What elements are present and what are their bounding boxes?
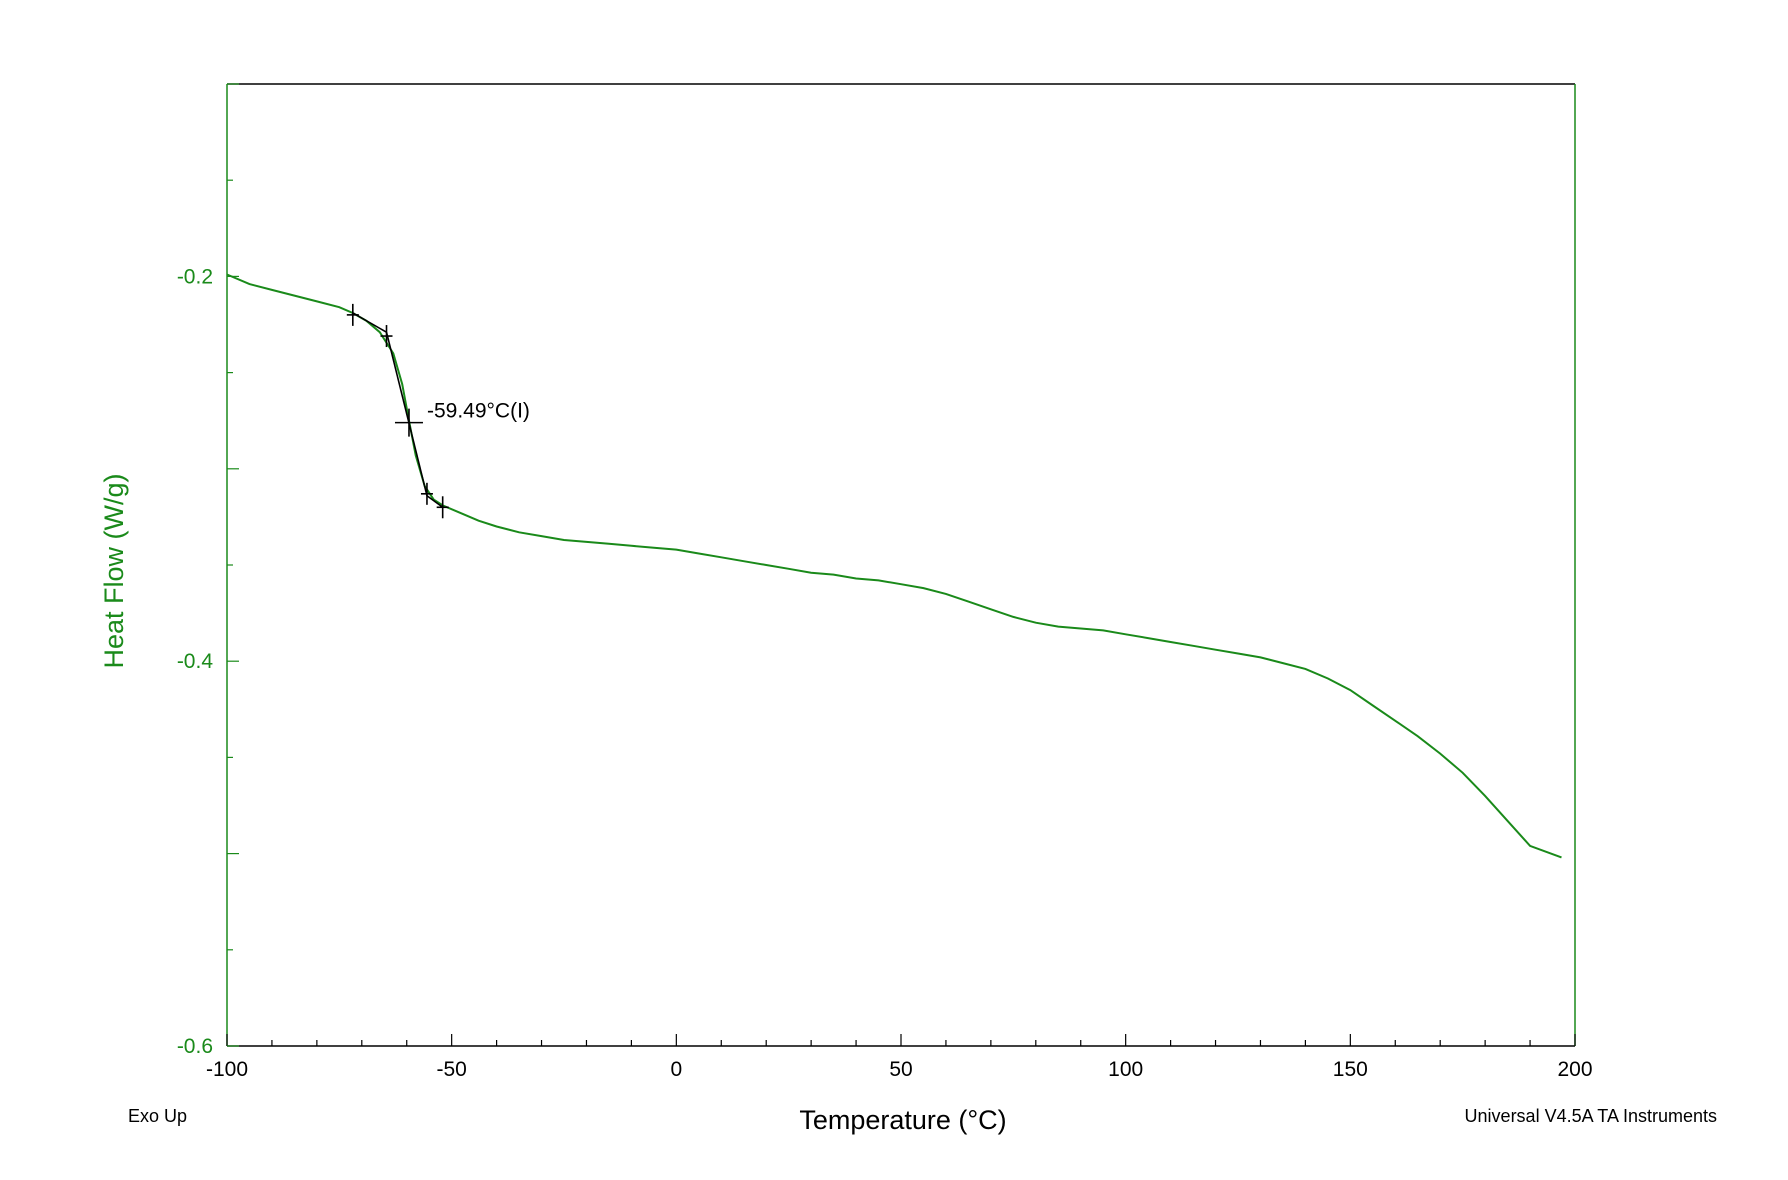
x-tick-label: 200: [1557, 1058, 1592, 1081]
x-tick-label: 0: [670, 1058, 682, 1081]
inflection-point-label: -59.49°C(I): [427, 400, 530, 423]
exo-up-label: Exo Up: [128, 1106, 187, 1126]
x-axis-title: Temperature (°C): [799, 1105, 1006, 1135]
x-tick-label: 50: [889, 1058, 912, 1081]
y-axis-title: Heat Flow (W/g): [99, 473, 129, 668]
y-tick-label: -0.6: [177, 1035, 213, 1058]
tangent-transition-line: [385, 332, 428, 496]
data-series: [226, 273, 1562, 859]
heat-flow-curve: [226, 273, 1562, 859]
software-version-label: Universal V4.5A TA Instruments: [1465, 1106, 1717, 1126]
y-tick-label: -0.4: [177, 650, 214, 673]
y-tick-label: -0.2: [177, 265, 213, 288]
y-tick-labels: -0.6 -0.4 -0.2: [177, 265, 214, 1058]
x-tick-label: 100: [1108, 1058, 1143, 1081]
x-tick-label: -50: [436, 1058, 466, 1081]
glass-transition-analysis: -59.49°C(I): [346, 303, 530, 519]
x-tick-label: 150: [1333, 1058, 1368, 1081]
tangent-before-line: [352, 312, 387, 333]
x-tick-labels: -100 -50 0 50 100 150 200: [206, 1058, 1593, 1081]
x-tick-label: -100: [206, 1058, 248, 1081]
axis-ticks: [226, 83, 1576, 1047]
tangent-after-line: [426, 495, 444, 508]
